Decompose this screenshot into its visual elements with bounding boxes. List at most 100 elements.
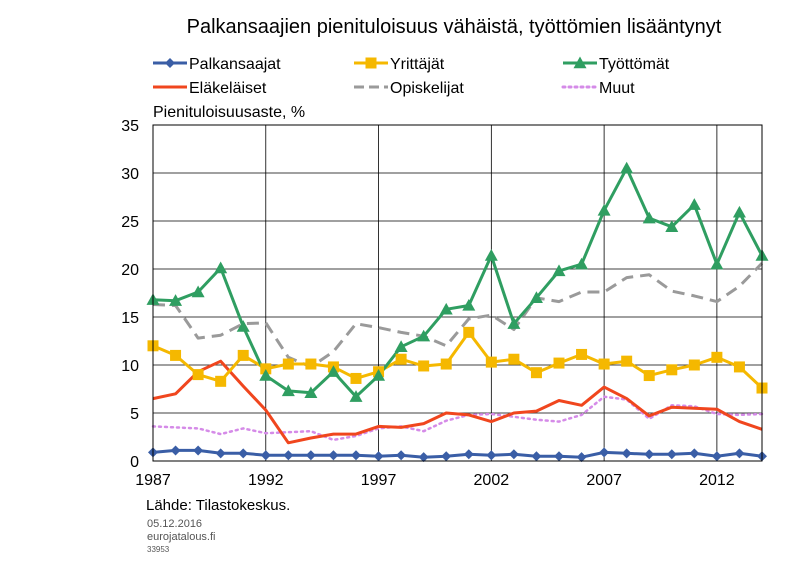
data-point-yrittajat [350, 372, 362, 384]
data-point-yrittajat [395, 353, 407, 365]
y-axis-label: Pienituloisuusaste, % [153, 104, 305, 121]
data-point-yrittajat [463, 326, 475, 338]
data-point-yrittajat [576, 348, 588, 360]
data-point-yrittajat [530, 367, 542, 379]
series-lines [151, 166, 764, 459]
data-point-palkansaajat [734, 448, 745, 459]
series-line-elakelaiset [152, 359, 763, 445]
legend-label-palkansaajat: Palkansaajat [189, 56, 281, 73]
data-point-tyottomat [281, 384, 295, 397]
data-point-yrittajat [192, 369, 204, 381]
data-point-yrittajat [260, 363, 272, 375]
data-point-palkansaajat [599, 447, 610, 458]
data-point-tyottomat [259, 369, 273, 381]
data-point-tyottomat [597, 203, 611, 216]
data-point-palkansaajat [305, 450, 316, 461]
data-point-palkansaajat [170, 445, 181, 456]
data-point-palkansaajat [463, 449, 474, 460]
legend-marker-yrittajat [365, 57, 377, 69]
data-point-tyottomat [732, 205, 746, 218]
series-line-tyottomat [152, 166, 764, 399]
data-point-palkansaajat [508, 449, 519, 460]
y-tick-label: 0 [130, 454, 139, 471]
data-point-tyottomat [304, 386, 318, 399]
data-point-tyottomat [620, 161, 634, 174]
data-point-tyottomat [552, 264, 566, 277]
legend-label-yrittajat: Yrittäjät [390, 56, 445, 73]
data-point-tyottomat [462, 298, 476, 311]
plot-frame [152, 124, 763, 462]
data-point-palkansaajat [193, 445, 204, 456]
series-line-muut [151, 395, 764, 442]
legend-item-opiskelijat: Opiskelijat [354, 80, 464, 97]
data-point-palkansaajat [644, 449, 655, 460]
data-point-yrittajat [508, 353, 520, 365]
legend-label-opiskelijat: Opiskelijat [390, 80, 464, 97]
data-point-palkansaajat [215, 448, 226, 459]
data-point-palkansaajat [486, 450, 497, 461]
data-point-tyottomat [439, 302, 453, 315]
data-point-tyottomat [349, 390, 363, 402]
legend-item-palkansaajat: Palkansaajat [153, 56, 281, 73]
data-point-palkansaajat [554, 451, 564, 462]
data-point-yrittajat [553, 357, 565, 369]
data-point-palkansaajat [373, 451, 384, 462]
y-tick-label: 25 [121, 214, 139, 231]
data-point-yrittajat [666, 364, 678, 376]
chart-title: Palkansaajien pienituloisuus vähäistä, t… [187, 16, 722, 38]
legend-item-yrittajat: Yrittäjät [354, 56, 445, 73]
x-tick-label: 2007 [586, 472, 622, 489]
data-point-yrittajat [170, 349, 182, 361]
y-tick-label: 5 [130, 406, 139, 423]
data-point-tyottomat [529, 291, 543, 303]
legend-label-muut: Muut [599, 80, 635, 97]
x-tick-labels: 1987 1992 1997 2002 2007 2012 [135, 472, 735, 489]
data-point-palkansaajat [418, 452, 429, 463]
data-point-palkansaajat [441, 451, 452, 462]
y-tick-labels: 0 5 10 15 20 25 30 35 [121, 118, 139, 471]
legend-item-tyottomat: Työttömät [563, 56, 670, 73]
data-point-yrittajat [215, 375, 227, 387]
x-tick-label: 1992 [248, 472, 284, 489]
data-point-tyottomat [191, 285, 205, 298]
data-point-tyottomat [507, 317, 521, 329]
data-point-palkansaajat [621, 448, 632, 459]
data-point-palkansaajat [689, 448, 700, 459]
data-point-tyottomat [417, 329, 431, 342]
data-point-yrittajat [598, 358, 610, 370]
data-point-palkansaajat [576, 452, 587, 463]
series-line-yrittajat [152, 330, 764, 390]
legend-marker-tyottomat [573, 56, 587, 69]
data-point-tyottomat [687, 198, 701, 210]
x-tick-label: 2012 [699, 472, 735, 489]
publish-date: 05.12.2016 [147, 518, 203, 530]
data-point-palkansaajat [531, 451, 542, 462]
legend-marker-palkansaajat [165, 58, 175, 68]
data-point-tyottomat [484, 249, 498, 261]
data-point-palkansaajat [283, 450, 294, 461]
y-tick-label: 20 [121, 262, 139, 279]
source-note: Lähde: Tilastokeskus. [146, 497, 291, 514]
data-point-tyottomat [710, 257, 724, 270]
data-point-palkansaajat [351, 450, 361, 461]
data-point-yrittajat [733, 361, 745, 373]
data-point-palkansaajat [711, 451, 722, 462]
data-point-tyottomat [169, 294, 183, 306]
legend-label-elakelaiset: Eläkeläiset [189, 80, 267, 97]
chart-code: 33953 [147, 545, 170, 554]
data-point-palkansaajat [238, 448, 249, 459]
data-point-yrittajat [621, 355, 633, 367]
data-point-tyottomat [236, 320, 250, 332]
data-point-yrittajat [237, 349, 249, 361]
y-tick-label: 30 [121, 166, 139, 183]
data-point-tyottomat [326, 365, 340, 377]
data-point-yrittajat [711, 351, 723, 363]
site-name: eurojatalous.fi [147, 531, 216, 543]
x-tick-label: 1997 [361, 472, 397, 489]
data-point-tyottomat [372, 369, 386, 381]
data-point-yrittajat [440, 358, 452, 370]
data-point-yrittajat [282, 358, 294, 370]
grid [152, 124, 762, 462]
y-tick-label: 10 [121, 358, 139, 375]
